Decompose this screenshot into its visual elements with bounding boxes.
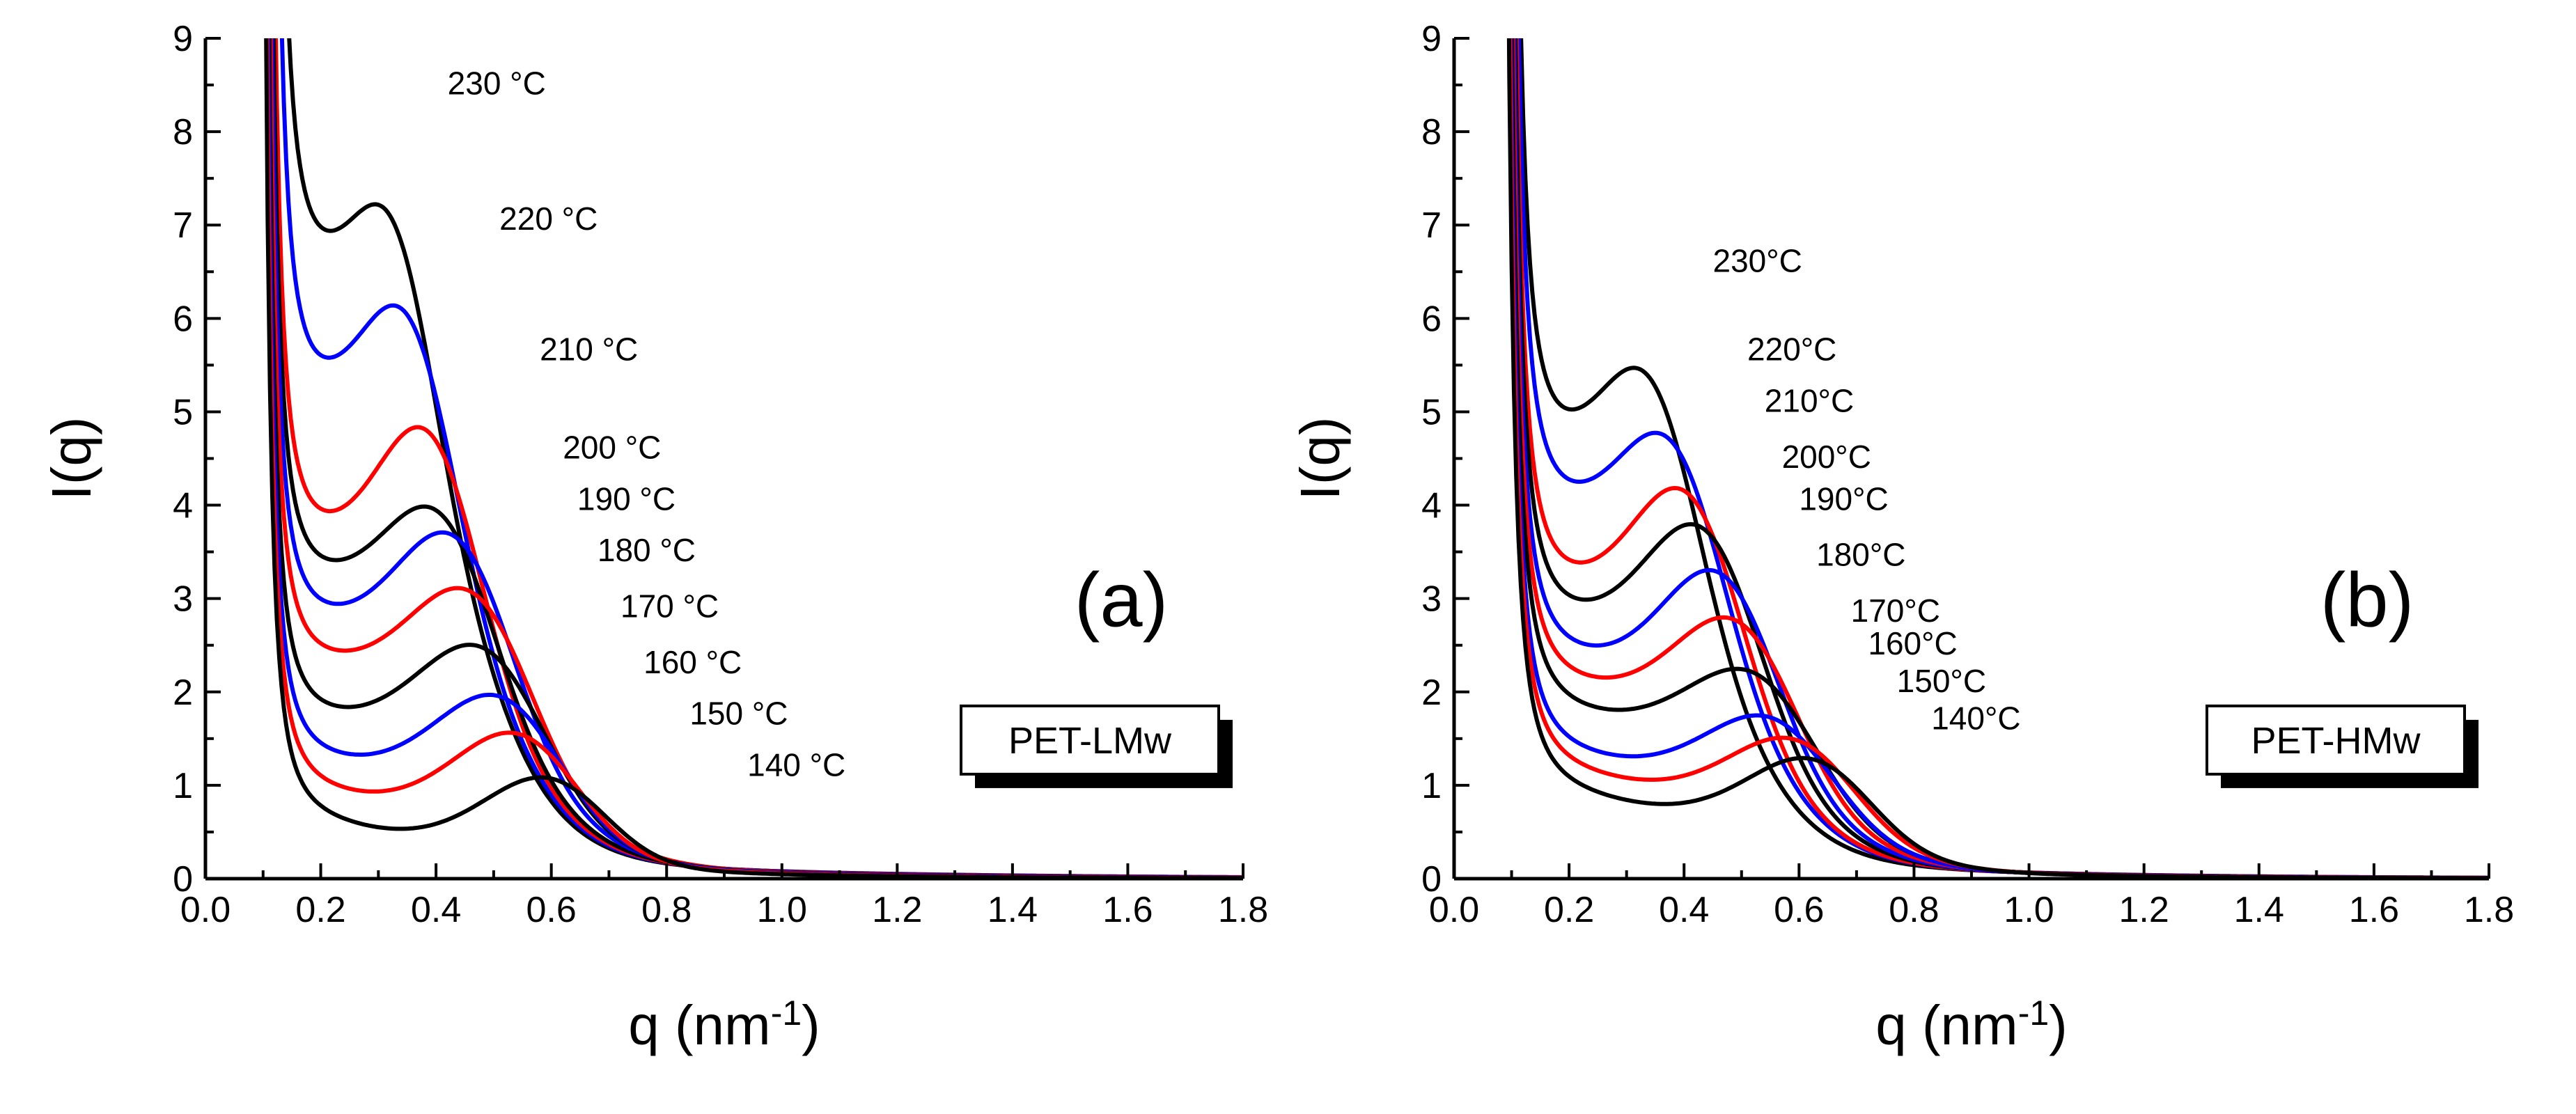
x-tick-label: 0.6 <box>1774 890 1824 930</box>
y-tick-label: 5 <box>173 392 193 432</box>
series-label-7: 170 °C <box>620 588 719 624</box>
series-label-7: 170°C <box>1851 593 1940 629</box>
series-label-9: 150 °C <box>689 696 788 732</box>
x-tick-label: 1.0 <box>757 890 807 930</box>
series-label-8: 160°C <box>1868 625 1957 661</box>
x-tick-label: 0.6 <box>526 890 577 930</box>
series-label-3: 210°C <box>1765 382 1854 418</box>
y-tick-label: 1 <box>173 766 193 806</box>
y-tick-label: 4 <box>173 486 193 526</box>
series-label-9: 150°C <box>1897 663 1986 699</box>
x-tick-label: 1.4 <box>988 890 1038 930</box>
x-tick-label: 1.2 <box>872 890 922 930</box>
y-tick-label: 8 <box>173 112 193 152</box>
sample-box <box>960 704 1220 776</box>
series-label-1: 230°C <box>1713 242 1802 278</box>
x-tick-label: 1.2 <box>2119 890 2169 930</box>
series-label-4: 200°C <box>1782 439 1871 475</box>
series-label-6: 180 °C <box>598 532 696 568</box>
x-axis-title: q (nm-1) <box>1875 994 2068 1056</box>
x-tick-label: 1.6 <box>2349 890 2399 930</box>
y-tick-label: 3 <box>1421 579 1442 620</box>
y-tick-label: 0 <box>173 859 193 900</box>
y-tick-label: 0 <box>1421 859 1442 900</box>
series-label-5: 190°C <box>1799 480 1888 517</box>
series-label-1: 230 °C <box>448 65 546 101</box>
y-tick-label: 9 <box>173 19 193 59</box>
x-tick-label: 0.2 <box>295 890 345 930</box>
series-label-2: 220 °C <box>499 201 598 237</box>
y-axis-title: I(q) <box>1289 417 1351 501</box>
y-tick-label: 9 <box>1421 19 1442 59</box>
sample-label: PET-HMw <box>2251 720 2421 762</box>
y-tick-label: 1 <box>1421 766 1442 806</box>
x-tick-label: 1.6 <box>1102 890 1153 930</box>
y-tick-label: 4 <box>1421 486 1442 526</box>
x-tick-label: 1.4 <box>2234 890 2284 930</box>
x-tick-label: 0.0 <box>180 890 231 930</box>
y-tick-label: 7 <box>173 205 193 246</box>
y-tick-label: 6 <box>173 299 193 339</box>
x-tick-label: 0.4 <box>1659 890 1709 930</box>
panel-label: (b) <box>2320 558 2414 643</box>
x-tick-label: 0.0 <box>1429 890 1479 930</box>
x-tick-label: 0.2 <box>1544 890 1594 930</box>
x-tick-label: 1.0 <box>2004 890 2054 930</box>
x-tick-label: 0.8 <box>641 890 692 930</box>
y-tick-label: 2 <box>173 673 193 713</box>
series-label-2: 220°C <box>1747 331 1836 368</box>
series-label-8: 160 °C <box>643 644 742 680</box>
y-tick-label: 5 <box>1421 392 1442 432</box>
series-label-3: 210 °C <box>540 331 638 368</box>
y-tick-label: 3 <box>173 579 193 620</box>
series-label-10: 140°C <box>1931 700 2020 736</box>
series-label-10: 140 °C <box>747 746 845 783</box>
x-tick-label: 0.8 <box>1889 890 1939 930</box>
panel-b: 0.0 0.2 0.4 0.6 0.8 1.0 1.2 1.4 1.6 1.8 0 1 2 3 4 5 6 7 8 9… <box>1289 19 2514 1056</box>
series-label-5: 190 °C <box>577 480 676 517</box>
sample-label: PET-LMw <box>1008 720 1172 762</box>
series-label-6: 180°C <box>1816 537 1905 573</box>
y-axis-title: I(q) <box>40 417 102 501</box>
y-tick-label: 8 <box>1421 112 1442 152</box>
x-tick-label: 1.8 <box>2464 890 2514 930</box>
panel-label: (a) <box>1075 558 1168 643</box>
panel-a: 0.0 0.2 0.4 0.6 0.8 1.0 1.2 1.4 1.6 1.8 0 1 2 3 4 5 6 7 8 9… <box>40 19 1268 1056</box>
x-axis-title: q (nm-1) <box>628 994 820 1056</box>
sample-box <box>2206 704 2466 776</box>
x-tick-label: 1.8 <box>1218 890 1268 930</box>
y-tick-label: 7 <box>1421 205 1442 246</box>
y-tick-label: 6 <box>1421 299 1442 339</box>
series-label-4: 200 °C <box>563 430 661 466</box>
x-tick-label: 0.4 <box>411 890 461 930</box>
y-tick-label: 2 <box>1421 673 1442 713</box>
